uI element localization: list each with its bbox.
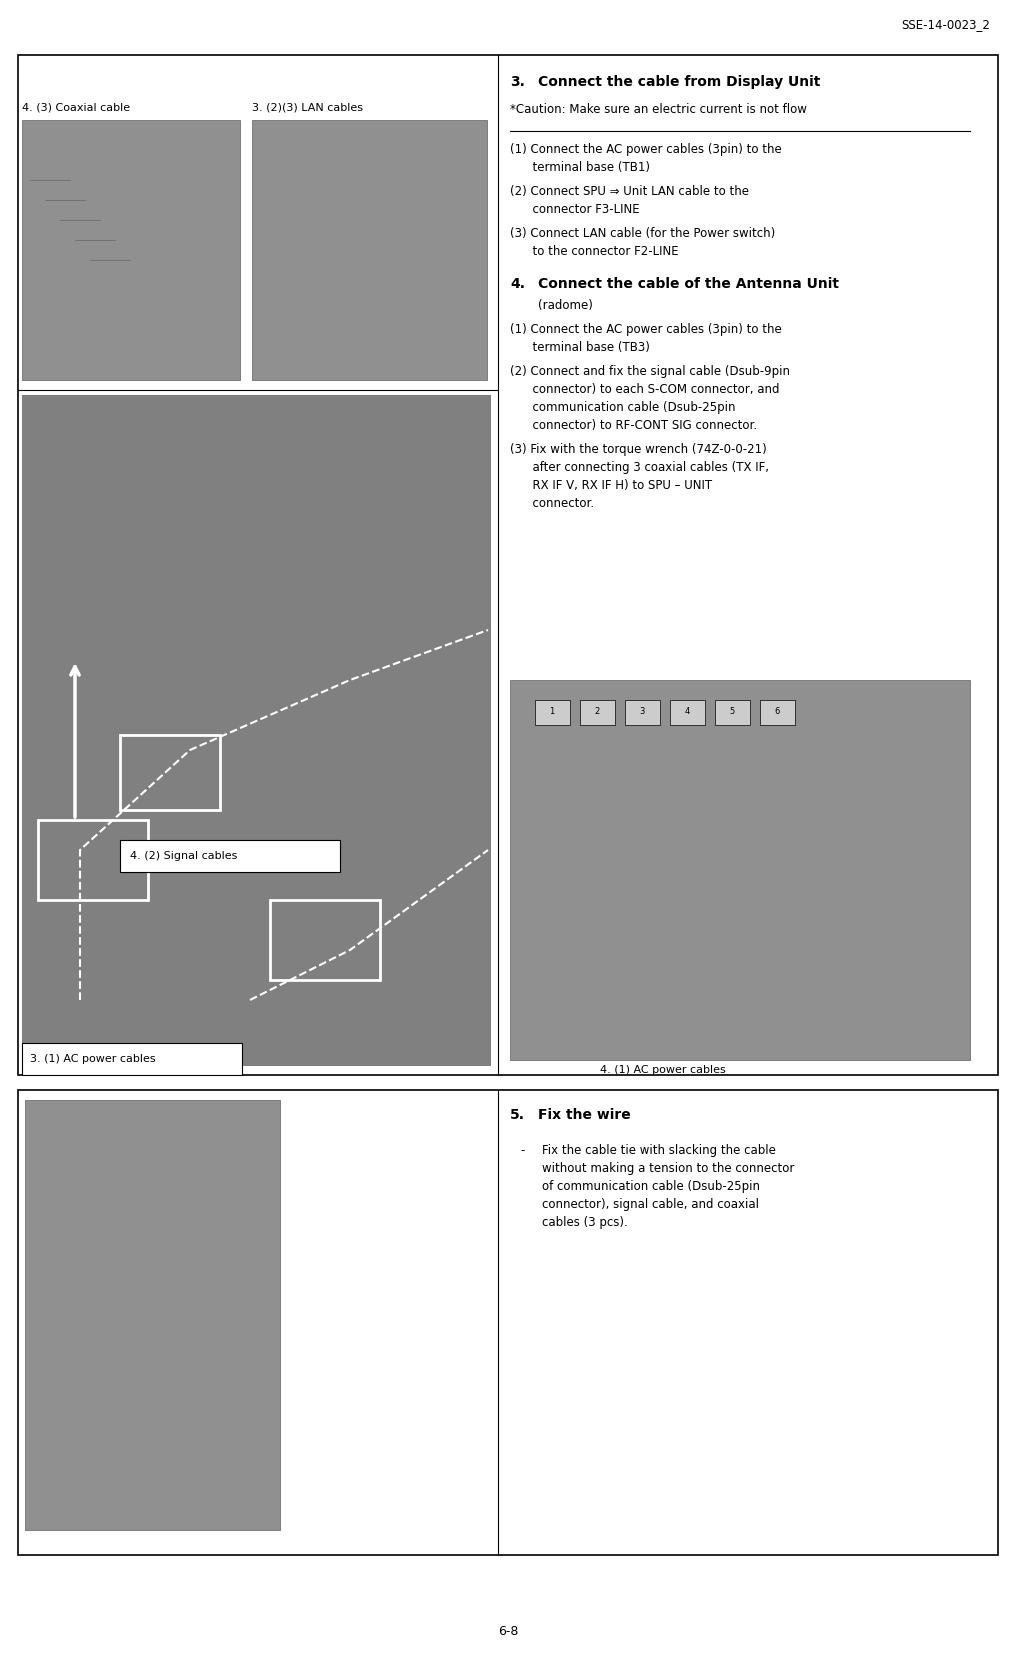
Text: connector), signal cable, and coaxial: connector), signal cable, and coaxial — [542, 1198, 759, 1211]
Bar — [120, 735, 220, 809]
Text: after connecting 3 coaxial cables (TX IF,: after connecting 3 coaxial cables (TX IF… — [510, 462, 769, 473]
Bar — [18, 55, 998, 1076]
Text: 4: 4 — [685, 707, 690, 717]
Bar — [270, 900, 380, 980]
Bar — [715, 700, 750, 725]
Text: 1: 1 — [550, 707, 555, 717]
Text: 4.: 4. — [510, 276, 525, 291]
Text: Connect the cable from Display Unit: Connect the cable from Display Unit — [538, 74, 820, 89]
Text: cables (3 pcs).: cables (3 pcs). — [542, 1216, 628, 1230]
Text: (3) Connect LAN cable (for the Power switch): (3) Connect LAN cable (for the Power swi… — [510, 227, 775, 240]
Text: terminal base (TB3): terminal base (TB3) — [510, 341, 650, 354]
Bar — [760, 700, 795, 725]
Text: (2) Connect and fix the signal cable (Dsub-9pin: (2) Connect and fix the signal cable (Ds… — [510, 366, 790, 377]
Text: 6-8: 6-8 — [498, 1625, 518, 1638]
Bar — [510, 680, 970, 1059]
Bar — [18, 1091, 998, 1556]
Text: of communication cable (Dsub-25pin: of communication cable (Dsub-25pin — [542, 1180, 760, 1193]
Text: terminal base (TB1): terminal base (TB1) — [510, 161, 650, 174]
Text: connector) to each S-COM connector, and: connector) to each S-COM connector, and — [510, 382, 779, 396]
Text: 3.: 3. — [510, 74, 525, 89]
Bar — [22, 396, 490, 1066]
Bar — [535, 700, 570, 725]
Text: connector) to RF-CONT SIG connector.: connector) to RF-CONT SIG connector. — [510, 419, 757, 432]
Text: 3: 3 — [639, 707, 645, 717]
Text: 5.: 5. — [510, 1107, 525, 1122]
Text: 5: 5 — [729, 707, 735, 717]
Text: *Caution: Make sure an electric current is not flow: *Caution: Make sure an electric current … — [510, 103, 807, 116]
Bar — [22, 1043, 242, 1076]
Text: communication cable (Dsub-25pin: communication cable (Dsub-25pin — [510, 401, 736, 414]
Bar — [670, 700, 705, 725]
Text: SSE-14-0023_2: SSE-14-0023_2 — [901, 18, 990, 31]
Text: (3) Fix with the torque wrench (74Z-0-0-21): (3) Fix with the torque wrench (74Z-0-0-… — [510, 444, 767, 457]
Text: (radome): (radome) — [538, 300, 593, 313]
Text: (2) Connect SPU ⇒ Unit LAN cable to the: (2) Connect SPU ⇒ Unit LAN cable to the — [510, 185, 749, 199]
Bar — [22, 121, 240, 381]
Text: connector F3-LINE: connector F3-LINE — [510, 204, 640, 217]
Bar — [120, 841, 340, 872]
Bar — [580, 700, 615, 725]
Text: 6: 6 — [774, 707, 779, 717]
Text: Fix the wire: Fix the wire — [538, 1107, 631, 1122]
Bar — [25, 1101, 280, 1529]
Text: -: - — [520, 1144, 524, 1157]
Bar — [252, 121, 487, 381]
Text: (1) Connect the AC power cables (3pin) to the: (1) Connect the AC power cables (3pin) t… — [510, 323, 781, 336]
Text: without making a tension to the connector: without making a tension to the connecto… — [542, 1162, 795, 1175]
Text: to the connector F2-LINE: to the connector F2-LINE — [510, 245, 679, 258]
Text: RX IF V, RX IF H) to SPU – UNIT: RX IF V, RX IF H) to SPU – UNIT — [510, 478, 712, 492]
Text: (1) Connect the AC power cables (3pin) to the: (1) Connect the AC power cables (3pin) t… — [510, 142, 781, 156]
Text: 4. (2) Signal cables: 4. (2) Signal cables — [130, 851, 238, 861]
Text: connector.: connector. — [510, 496, 594, 510]
Text: Fix the cable tie with slacking the cable: Fix the cable tie with slacking the cabl… — [542, 1144, 776, 1157]
Text: 3. (2)(3) LAN cables: 3. (2)(3) LAN cables — [252, 103, 363, 113]
Text: 2: 2 — [594, 707, 599, 717]
Text: 4. (1) AC power cables: 4. (1) AC power cables — [600, 1066, 725, 1076]
Bar — [38, 819, 148, 900]
Text: 4. (3) Coaxial cable: 4. (3) Coaxial cable — [22, 103, 130, 113]
Text: 3. (1) AC power cables: 3. (1) AC power cables — [30, 1054, 155, 1064]
Text: Connect the cable of the Antenna Unit: Connect the cable of the Antenna Unit — [538, 276, 839, 291]
Bar — [625, 700, 660, 725]
